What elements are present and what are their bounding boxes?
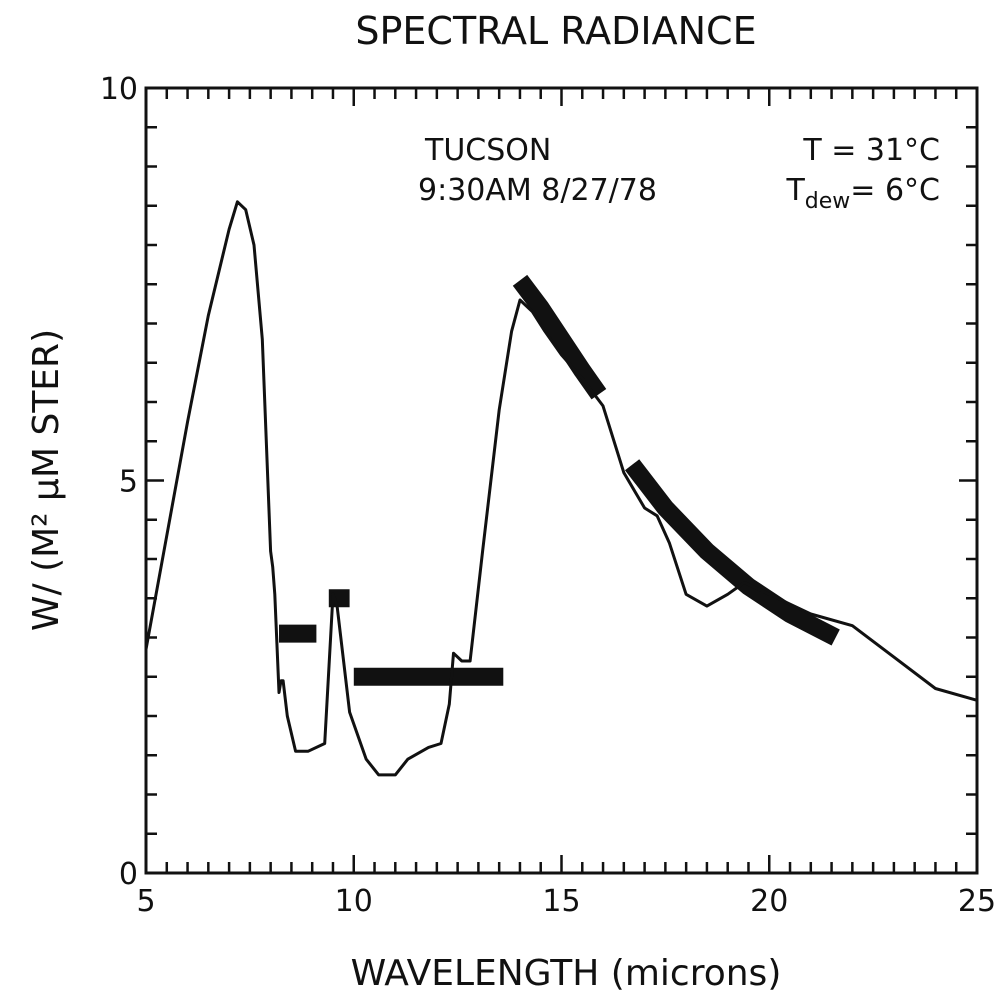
measurement-band-5	[624, 459, 840, 646]
radiance-curves	[144, 200, 978, 777]
x-axis-label: WAVELENGTH (microns)	[351, 953, 782, 994]
radiance-line-0	[144, 200, 978, 777]
x-tick-labels: 5 10 15 20 25	[136, 884, 996, 919]
y-axis-label: W/ (M² µM STER)	[26, 329, 67, 631]
x-tick-label: 10	[335, 884, 373, 919]
x-tick-label: 20	[750, 884, 788, 919]
x-tick-label: 15	[542, 884, 580, 919]
annotation-location: TUCSON	[424, 133, 551, 168]
annotation-temperature: T = 31°C	[802, 133, 940, 168]
dew-point-value: = 6°C	[850, 173, 940, 208]
x-tick-label: 5	[136, 884, 155, 919]
dew-point-symbol: T	[785, 173, 805, 208]
x-tick-label: 25	[958, 884, 996, 919]
y-tick-label: 5	[119, 465, 138, 500]
annotation-dew-point: Tdew= 6°C	[785, 173, 940, 214]
annotation-datetime: 9:30AM 8/27/78	[418, 173, 657, 208]
measurement-bands	[279, 274, 840, 686]
chart-title: SPECTRAL RADIANCE	[355, 9, 756, 53]
dew-point-subscript: dew	[805, 189, 851, 214]
y-tick-label: 0	[119, 857, 138, 892]
measurement-band-4	[512, 274, 607, 400]
y-tick-label: 10	[100, 72, 138, 107]
y-tick-labels: 0 5 10	[100, 72, 138, 892]
minor-ticks	[144, 86, 979, 875]
